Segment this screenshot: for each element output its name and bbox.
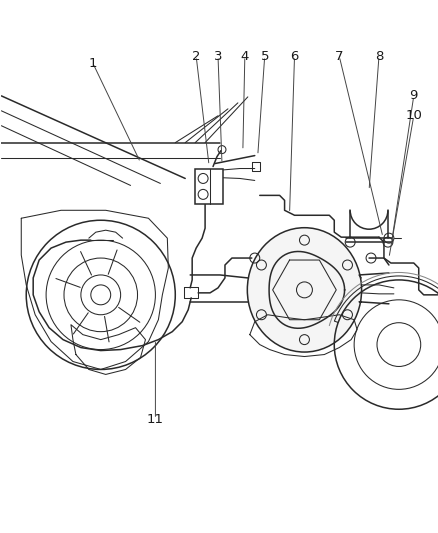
- Text: 3: 3: [213, 50, 222, 62]
- Text: 2: 2: [191, 50, 200, 62]
- Text: 6: 6: [290, 50, 298, 62]
- Text: 10: 10: [404, 109, 421, 122]
- Text: 4: 4: [240, 50, 248, 62]
- Text: 5: 5: [260, 50, 268, 62]
- Text: 7: 7: [334, 50, 343, 62]
- Ellipse shape: [247, 228, 361, 352]
- Text: 1: 1: [88, 56, 97, 70]
- Text: 8: 8: [374, 50, 382, 62]
- Text: 9: 9: [409, 90, 417, 102]
- Bar: [195, 168, 223, 204]
- Text: 11: 11: [147, 413, 163, 426]
